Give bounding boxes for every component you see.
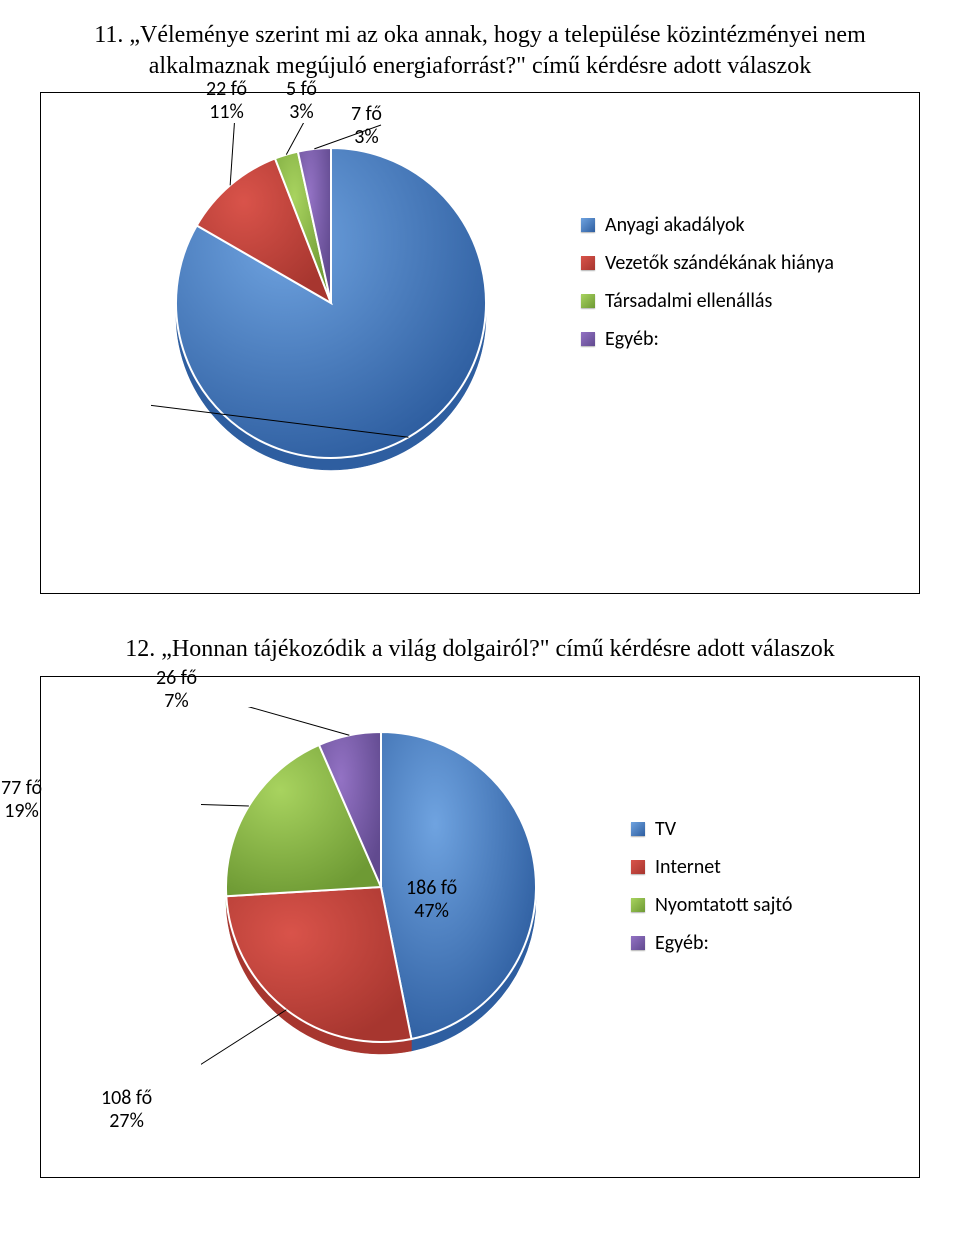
legend-item: Internet bbox=[631, 855, 792, 879]
legend-item: Egyéb: bbox=[631, 931, 792, 955]
legend-swatch bbox=[631, 822, 645, 836]
pie-data-label: 5 fő 3% bbox=[286, 78, 317, 124]
legend-item: Nyomtatott sajtó bbox=[631, 893, 792, 917]
q11-pie: 170 fő 83%22 fő 11%5 fő 3%7 fő 3% bbox=[151, 123, 511, 483]
q11-legend: Anyagi akadályok Vezetők szándékának hián… bbox=[581, 213, 834, 365]
q12-legend: TV Internet Nyomtatott sajtó Egyéb: bbox=[631, 817, 792, 969]
legend-label: Egyéb: bbox=[605, 327, 659, 351]
legend-label: Nyomtatott sajtó bbox=[655, 893, 792, 917]
legend-swatch bbox=[631, 860, 645, 874]
legend-swatch bbox=[631, 898, 645, 912]
pie-data-label: 77 fő 19% bbox=[1, 777, 42, 823]
q11-chart-frame: 170 fő 83%22 fő 11%5 fő 3%7 fő 3% Anyagi… bbox=[40, 92, 920, 594]
legend-item: Egyéb: bbox=[581, 327, 834, 351]
legend-swatch bbox=[581, 256, 595, 270]
legend-item: Vezetők szándékának hiánya bbox=[581, 251, 834, 275]
legend-swatch bbox=[581, 332, 595, 346]
legend-label: TV bbox=[655, 817, 676, 841]
legend-swatch bbox=[581, 294, 595, 308]
legend-label: Egyéb: bbox=[655, 931, 709, 955]
q12-title: 12. „Honnan tájékozódik a világ dolgairó… bbox=[40, 634, 920, 665]
legend-swatch bbox=[581, 218, 595, 232]
legend-label: Anyagi akadályok bbox=[605, 213, 745, 237]
pie-data-label: 108 fő 27% bbox=[101, 1087, 152, 1133]
legend-item: Anyagi akadályok bbox=[581, 213, 834, 237]
legend-label: Vezetők szándékának hiánya bbox=[605, 251, 834, 275]
pie-data-label: 7 fő 3% bbox=[351, 103, 382, 149]
pie-data-label: 22 fő 11% bbox=[206, 78, 247, 124]
legend-item: TV bbox=[631, 817, 792, 841]
pie-slice bbox=[381, 732, 536, 1039]
legend-label: Társadalmi ellenállás bbox=[605, 289, 772, 313]
q11-title: 11. „Véleménye szerint mi az oka annak, … bbox=[40, 20, 920, 82]
legend-item: Társadalmi ellenállás bbox=[581, 289, 834, 313]
legend-label: Internet bbox=[655, 855, 721, 879]
legend-swatch bbox=[631, 936, 645, 950]
q12-pie: 186 fő 47%108 fő 27%77 fő 19%26 fő 7% bbox=[201, 707, 561, 1067]
pie-data-label: 186 fő 47% bbox=[406, 877, 457, 923]
pie-data-label: 26 fő 7% bbox=[156, 667, 197, 713]
pie-slice bbox=[226, 887, 411, 1042]
q12-chart-frame: 186 fő 47%108 fő 27%77 fő 19%26 fő 7% TV… bbox=[40, 676, 920, 1178]
